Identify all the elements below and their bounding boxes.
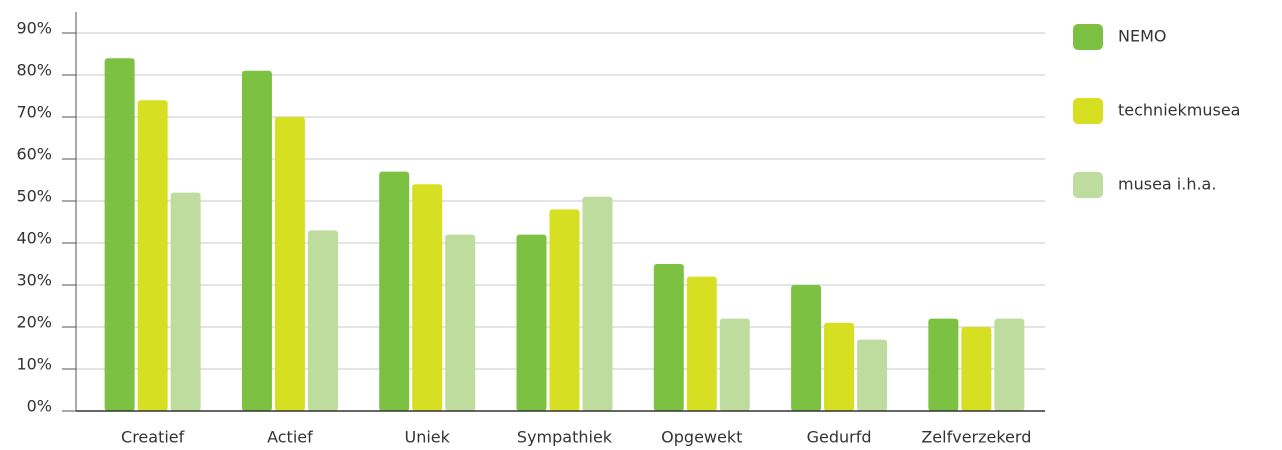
bar [549, 209, 580, 411]
bar [928, 318, 959, 411]
bar [719, 318, 750, 411]
y-tick-label: 70% [16, 103, 52, 122]
y-tick-label: 90% [16, 19, 52, 38]
bar [241, 70, 272, 412]
legend-swatch [1073, 24, 1103, 50]
bar [445, 234, 476, 411]
bar [582, 196, 613, 411]
bar [412, 184, 443, 411]
bar [516, 234, 547, 411]
x-tick-label: Sympathiek [517, 428, 613, 447]
bar [307, 230, 338, 411]
bar [379, 171, 410, 411]
bar [791, 285, 822, 411]
bar [857, 339, 888, 411]
legend-swatch [1073, 172, 1103, 198]
x-tick-label: Uniek [405, 428, 451, 447]
x-tick-label: Actief [267, 428, 313, 447]
bar [137, 100, 168, 411]
bar [961, 327, 992, 411]
y-tick-label: 50% [16, 187, 52, 206]
y-tick-label: 60% [16, 145, 52, 164]
x-tick-label: Opgewekt [661, 428, 742, 447]
legend-swatch [1073, 98, 1103, 124]
bar [170, 192, 201, 411]
bar [824, 322, 855, 411]
bar [686, 276, 717, 411]
legend-label: musea i.h.a. [1118, 175, 1216, 194]
legend-label: techniekmusea [1118, 101, 1240, 120]
y-tick-label: 40% [16, 229, 52, 248]
x-tick-label: Gedurfd [807, 428, 872, 447]
y-tick-label: 0% [27, 397, 52, 416]
y-tick-label: 30% [16, 271, 52, 290]
y-tick-label: 20% [16, 313, 52, 332]
bar [994, 318, 1025, 411]
bar [274, 117, 305, 411]
bar [104, 58, 135, 411]
bar [653, 264, 684, 411]
y-tick-label: 10% [16, 355, 52, 374]
y-tick-label: 80% [16, 61, 52, 80]
x-tick-label: Zelfverzekerd [921, 428, 1031, 447]
legend-label: NEMO [1118, 27, 1166, 46]
x-tick-label: Creatief [121, 428, 185, 447]
